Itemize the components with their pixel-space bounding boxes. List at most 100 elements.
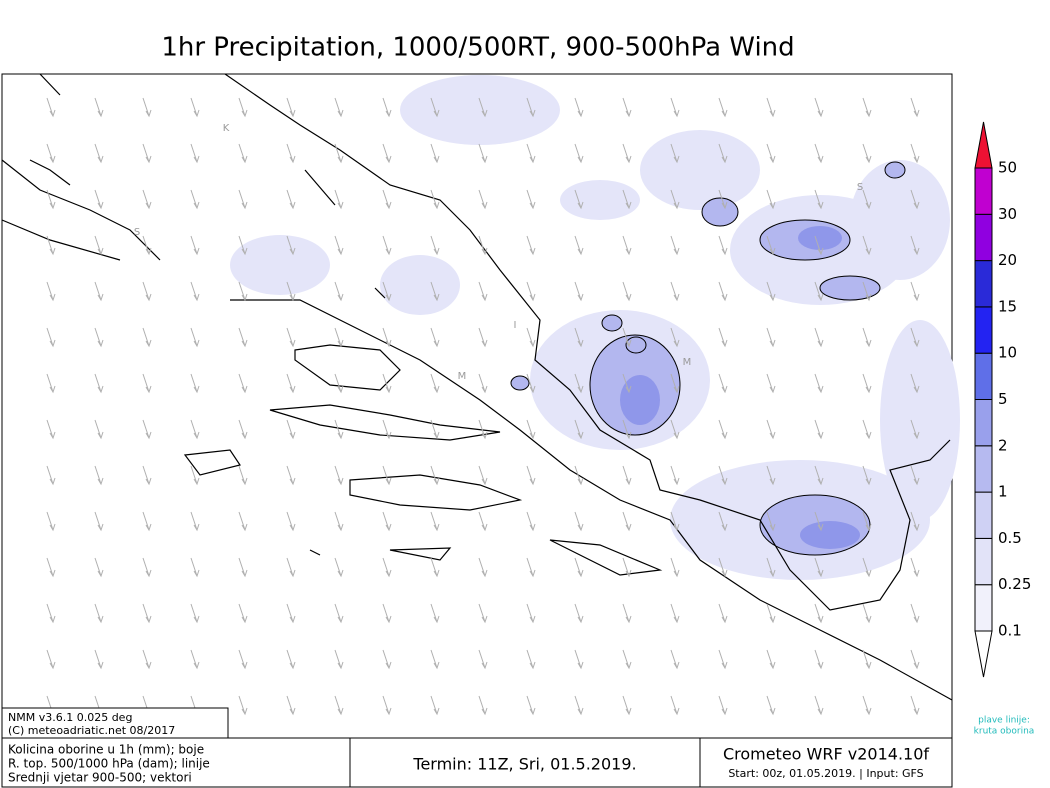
- wind-arrow: [286, 281, 296, 302]
- wind-arrow: [910, 511, 920, 532]
- wind-arrow: [478, 465, 488, 486]
- colorbar-label: 50: [998, 159, 1017, 177]
- wind-arrow: [862, 511, 872, 532]
- wind-arrow: [574, 695, 584, 716]
- wind-arrow: [238, 557, 248, 578]
- wind-arrow: [670, 511, 680, 532]
- wind-arrow: [46, 419, 56, 440]
- wind-arrow: [910, 281, 920, 302]
- wind-arrow: [334, 465, 344, 486]
- termin-box: [349, 737, 701, 788]
- wind-arrow: [94, 557, 104, 578]
- wind-arrow: [526, 557, 536, 578]
- wind-arrow: [910, 97, 920, 118]
- wind-arrow: [238, 143, 248, 164]
- wind-arrow: [478, 511, 488, 532]
- wind-arrow: [862, 695, 872, 716]
- wind-arrow: [526, 281, 536, 302]
- wind-arrow: [286, 189, 296, 210]
- wind-arrow: [382, 189, 392, 210]
- wind-arrow: [238, 281, 248, 302]
- map-label: I: [514, 320, 517, 331]
- wind-arrow: [46, 557, 56, 578]
- wind-arrow: [478, 327, 488, 348]
- wind-arrow: [718, 143, 728, 164]
- wind-vectors: [46, 97, 920, 716]
- wind-arrow: [238, 511, 248, 532]
- colorbar-label: 20: [998, 251, 1017, 269]
- wind-arrow: [766, 373, 776, 394]
- wind-arrow: [718, 373, 728, 394]
- wind-arrow: [766, 511, 776, 532]
- wind-arrow: [286, 373, 296, 394]
- colorbar-label: 15: [998, 297, 1017, 315]
- wind-arrow: [94, 465, 104, 486]
- wind-arrow: [286, 97, 296, 118]
- wind-arrow: [430, 419, 440, 440]
- wind-arrow: [526, 603, 536, 624]
- colorbar-segment: [974, 306, 993, 354]
- wind-arrow: [670, 97, 680, 118]
- colorbar-segment: [974, 491, 993, 539]
- wind-arrow: [718, 97, 728, 118]
- wind-arrow: [526, 97, 536, 118]
- wind-arrow: [430, 649, 440, 670]
- wind-arrow: [46, 373, 56, 394]
- wind-arrow: [766, 235, 776, 256]
- map-frame: [1, 73, 953, 739]
- wind-arrow: [814, 189, 824, 210]
- wind-arrow: [382, 695, 392, 716]
- wind-arrow: [574, 465, 584, 486]
- colorbar-label: 0.1: [998, 622, 1022, 640]
- wind-arrow: [478, 373, 488, 394]
- wind-arrow: [142, 189, 152, 210]
- colorbar-segment: [974, 537, 993, 586]
- legend-line: R. top. 500/1000 hPa (dam); linije: [8, 757, 210, 771]
- model: Crometeo WRF v2014.10f: [723, 745, 929, 764]
- wind-arrow: [526, 327, 536, 348]
- wind-arrow: [622, 97, 632, 118]
- wind-arrow: [670, 327, 680, 348]
- wind-arrow: [526, 143, 536, 164]
- wind-arrow: [478, 557, 488, 578]
- wind-arrow: [46, 281, 56, 302]
- wind-arrow: [670, 419, 680, 440]
- wind-arrow: [382, 419, 392, 440]
- wind-arrow: [334, 649, 344, 670]
- wind-arrow: [910, 695, 920, 716]
- wind-arrow: [718, 695, 728, 716]
- wind-arrow: [670, 373, 680, 394]
- wind-arrow: [142, 143, 152, 164]
- wind-arrow: [814, 649, 824, 670]
- wind-arrow: [766, 189, 776, 210]
- wind-arrow: [46, 465, 56, 486]
- wind-arrow: [238, 695, 248, 716]
- wind-arrow: [574, 189, 584, 210]
- wind-arrow: [670, 649, 680, 670]
- colorbar-segment: [974, 167, 993, 215]
- wind-arrow: [430, 327, 440, 348]
- wind-arrow: [334, 281, 344, 302]
- wind-arrow: [670, 189, 680, 210]
- wind-arrow: [142, 373, 152, 394]
- wind-arrow: [238, 419, 248, 440]
- wind-arrow: [478, 603, 488, 624]
- colorbar-label: 0.25: [998, 575, 1031, 593]
- info-line: (C) meteoadriatic.net 08/2017: [8, 724, 175, 737]
- wind-arrow: [910, 419, 920, 440]
- wind-arrow: [430, 281, 440, 302]
- wind-arrow: [670, 695, 680, 716]
- wind-arrow: [622, 649, 632, 670]
- wind-arrow: [286, 557, 296, 578]
- wind-arrow: [430, 695, 440, 716]
- wind-arrow: [94, 281, 104, 302]
- wind-arrow: [334, 419, 344, 440]
- wind-arrow: [670, 557, 680, 578]
- wind-arrow: [862, 327, 872, 348]
- wind-arrow: [622, 189, 632, 210]
- wind-arrow: [430, 143, 440, 164]
- map-label: S: [857, 182, 863, 193]
- colorbar-label: 30: [998, 205, 1017, 223]
- map-label: M: [683, 357, 692, 368]
